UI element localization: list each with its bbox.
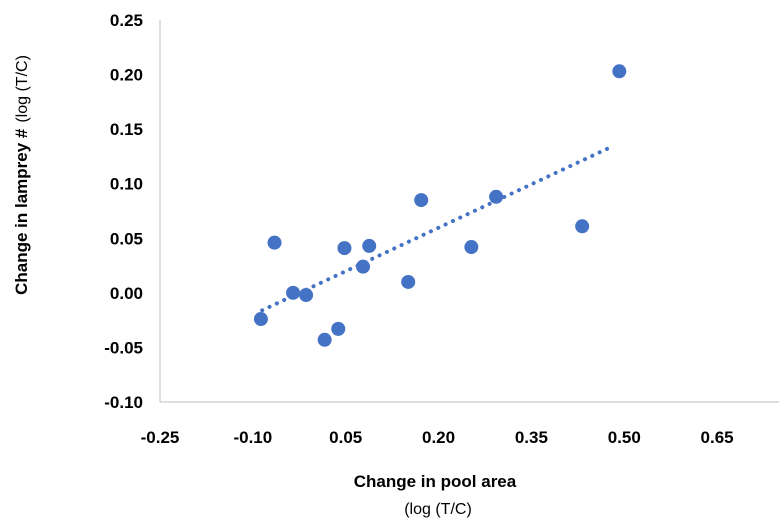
- data-point: [299, 288, 314, 303]
- x-tick-label: 0.65: [701, 428, 734, 447]
- x-tick-label: 0.35: [515, 428, 548, 447]
- y-tick-label: 0.25: [110, 11, 143, 30]
- y-axis-title-main: Change in lamprey #: [12, 128, 31, 295]
- data-point: [575, 219, 590, 234]
- data-point: [612, 64, 627, 79]
- data-point: [356, 259, 371, 274]
- data-point: [337, 241, 352, 256]
- plot-area: -0.10 -0.05 0.00 0.05 0.10 0.15 0.20 0.25 -0.25…: [104, 11, 779, 447]
- data-point: [286, 285, 301, 300]
- data-point: [414, 193, 429, 208]
- data-point: [317, 332, 332, 347]
- y-axis-title: Change in lamprey # (log (T/C): [12, 55, 31, 295]
- x-tick-label: 0.20: [422, 428, 455, 447]
- y-axis-subtitle: (log (T/C): [14, 55, 31, 123]
- data-point: [331, 321, 346, 336]
- y-tick-labels: -0.10 -0.05 0.00 0.05 0.10 0.15 0.20 0.25: [104, 11, 143, 412]
- x-axis-subtitle: (log (T/C): [404, 501, 472, 518]
- data-point: [464, 240, 479, 255]
- y-tick-label: -0.05: [104, 338, 143, 357]
- x-tick-labels: -0.25 -0.10 0.05 0.20 0.35 0.50 0.65: [141, 428, 734, 447]
- trendline: [260, 144, 614, 313]
- data-point: [267, 235, 282, 250]
- y-tick-label: 0.00: [110, 284, 143, 303]
- x-tick-label: -0.10: [233, 428, 272, 447]
- data-point: [489, 189, 504, 204]
- x-tick-label: 0.50: [608, 428, 641, 447]
- x-axis-title: Change in pool area: [354, 472, 517, 491]
- y-tick-label: 0.10: [110, 175, 143, 194]
- x-tick-label: -0.25: [141, 428, 180, 447]
- data-point: [401, 274, 416, 289]
- y-tick-label: 0.20: [110, 66, 143, 85]
- y-tick-label: 0.15: [110, 120, 143, 139]
- data-point: [362, 238, 377, 253]
- data-points: [253, 64, 627, 347]
- data-point: [253, 312, 268, 327]
- x-tick-label: 0.05: [329, 428, 362, 447]
- y-tick-label: 0.05: [110, 229, 143, 248]
- y-tick-label: -0.10: [104, 393, 143, 412]
